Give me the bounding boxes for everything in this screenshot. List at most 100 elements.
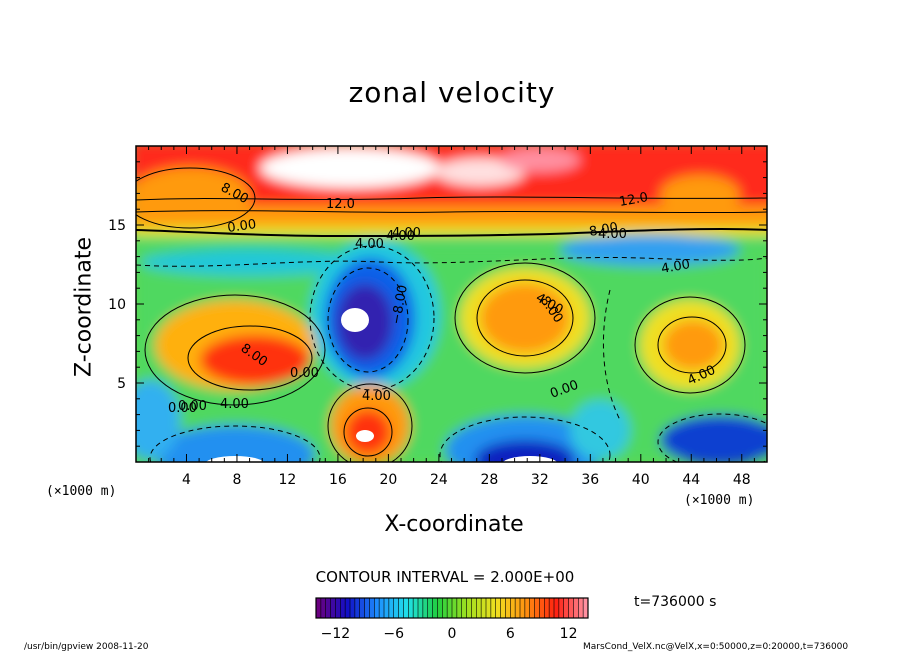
colorbar-bin <box>578 598 584 618</box>
x-axis: 4 8 12 16 20 24 28 32 36 40 44 48 <box>148 146 755 488</box>
contour-label: 4.00 <box>220 397 249 412</box>
colorbar <box>315 597 589 619</box>
x-tick-label: 36 <box>581 472 599 488</box>
colorbar-bin <box>345 598 351 618</box>
y-tick-label: 15 <box>108 218 126 234</box>
colorbar-bin <box>316 598 322 618</box>
colorbar-bin <box>490 598 497 618</box>
colorbar-bin <box>325 598 332 618</box>
colorbar-bin <box>432 598 438 618</box>
colorbar-bin <box>534 598 540 618</box>
contour-label: 0.00 <box>168 401 197 416</box>
x-tick-label: 4 <box>182 472 191 488</box>
colorbar-frame <box>315 597 589 619</box>
time-label: t=736000 s <box>634 594 717 610</box>
colorbar-bin <box>452 598 458 618</box>
colorbar-bin <box>466 598 472 618</box>
colorbar-bin <box>393 598 400 618</box>
colorbar-bin <box>563 598 570 618</box>
colorbar-bin <box>549 598 555 618</box>
colorbar-bin <box>418 598 424 618</box>
colorbar-bin <box>515 598 521 618</box>
colorbar-bin <box>495 598 502 618</box>
colorbar-bin <box>364 598 370 618</box>
x-tick-label: 16 <box>329 472 347 488</box>
x-unit-right: (×1000 m) <box>684 493 755 508</box>
contour-label: 4.00 <box>660 257 691 277</box>
x-unit-left: (×1000 m) <box>46 484 117 499</box>
colorbar-bin <box>583 598 589 618</box>
colorbar-bin <box>369 598 375 618</box>
colorbar-bin <box>384 598 390 618</box>
x-tick-label: 24 <box>430 472 448 488</box>
colorbar-bin <box>554 598 560 618</box>
colorbar-bin <box>544 598 550 618</box>
colorbar-bin <box>350 598 356 618</box>
colorbar-bin <box>330 598 336 618</box>
x-tick-label: 12 <box>279 472 297 488</box>
colorbar-bin <box>422 598 429 618</box>
colorbar-bin <box>413 598 419 618</box>
contour-label: 12.0 <box>618 190 649 210</box>
footer-right: MarsCond_VelX.nc@VelX,x=0:50000,z=0:2000… <box>583 642 849 652</box>
colorbar-bin <box>539 598 545 618</box>
colorbar-tick-label: −6 <box>383 626 404 642</box>
chart-title: zonal velocity <box>348 76 556 109</box>
contour-label: 4.00 <box>598 227 627 242</box>
y-tick-label: 5 <box>117 376 126 392</box>
x-tick-label: 48 <box>733 472 751 488</box>
colorbar-bin <box>481 598 487 618</box>
colorbar-bin <box>379 598 385 618</box>
colorbar-bin <box>359 598 366 618</box>
y-tick-label: 10 <box>108 297 126 313</box>
colorbar-bin <box>568 598 574 618</box>
colorbar-tick-label: −12 <box>321 626 351 642</box>
colorbar-tick-label: 12 <box>560 626 578 642</box>
x-axis-label: X-coordinate <box>384 512 524 537</box>
colorbar-tick-label: 0 <box>448 626 457 642</box>
y-axis: 5 10 15 <box>108 161 767 447</box>
colorbar-bin <box>354 598 361 618</box>
contour-label: 4.00 <box>362 389 391 404</box>
colorbar-bin <box>573 598 579 618</box>
colorbar-bin <box>398 598 404 618</box>
colorbar-bin <box>471 598 477 618</box>
colorbar-bin <box>447 598 453 618</box>
x-tick-label: 28 <box>480 472 498 488</box>
colorbar-bin <box>403 598 409 618</box>
colorbar-bin <box>374 598 380 618</box>
colorbar-bin <box>388 598 395 618</box>
x-tick-label: 40 <box>632 472 650 488</box>
colorbar-bin <box>520 598 526 618</box>
heatmap-field <box>136 146 767 462</box>
colorbar-bin <box>558 598 565 618</box>
y-axis-label: Z-coordinate <box>71 237 97 377</box>
contour-label: 4.00 <box>386 229 415 244</box>
contour-label: 4.00 <box>392 226 421 241</box>
colorbar-bin <box>524 598 531 618</box>
contour-label: 0.00 <box>178 399 207 414</box>
footer-left: /usr/bin/gpview 2008-11-20 <box>24 642 149 652</box>
colorbar-bin <box>500 598 506 618</box>
colorbar-bin <box>476 598 482 618</box>
x-tick-label: 32 <box>531 472 549 488</box>
contour-label: −8.00 <box>389 284 411 326</box>
x-tick-label: 44 <box>682 472 700 488</box>
colorbar-bin <box>505 598 511 618</box>
contour-interval-label: CONTOUR INTERVAL = 2.000E+00 <box>315 568 575 586</box>
colorbar-bin <box>427 598 434 618</box>
x-tick-label: 20 <box>379 472 397 488</box>
colorbar-bin <box>510 598 516 618</box>
contour-label: 8.00 <box>588 220 619 240</box>
x-tick-label: 8 <box>232 472 241 488</box>
colorbar-ticks: −12 −6 0 6 12 <box>321 626 578 642</box>
contour-label: 0.00 <box>290 366 319 381</box>
colorbar-bin <box>408 598 414 618</box>
colorbar-bin <box>437 598 443 618</box>
colorbar-bin <box>456 598 463 618</box>
colorbar-bin <box>340 598 346 618</box>
colorbar-bin <box>486 598 492 618</box>
colorbar-bin <box>529 598 536 618</box>
contour-label: 4.00 <box>355 237 384 252</box>
